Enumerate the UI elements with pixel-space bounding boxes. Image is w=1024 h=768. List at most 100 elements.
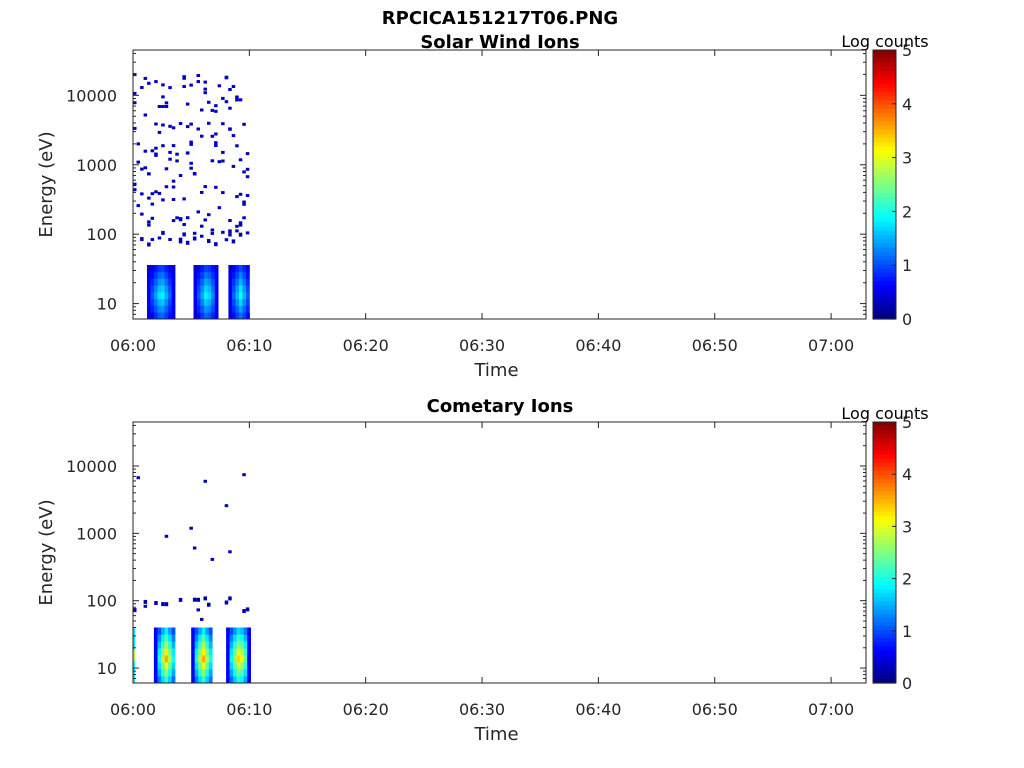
burst-cell xyxy=(239,265,243,273)
colorbar-segment xyxy=(873,209,896,215)
burst-cell xyxy=(204,292,208,300)
burst-cell xyxy=(204,265,208,273)
burst-cell xyxy=(240,669,244,677)
burst-cell xyxy=(231,278,236,286)
burst-cell xyxy=(211,265,215,273)
burst-cell xyxy=(200,271,205,279)
background-cell xyxy=(175,159,179,163)
background-cell xyxy=(217,84,222,88)
burst-cell xyxy=(211,298,215,306)
burst-cell xyxy=(242,271,247,279)
burst-cell xyxy=(171,655,176,663)
background-cell xyxy=(192,231,197,235)
burst-cell xyxy=(236,648,241,656)
colorbar-label: Log counts xyxy=(841,404,928,423)
burst-cell xyxy=(161,669,165,677)
burst-cell xyxy=(194,634,199,642)
background-cell xyxy=(221,191,225,195)
burst-cell xyxy=(247,627,251,635)
burst-cell xyxy=(235,292,240,300)
colorbar-segment xyxy=(873,462,896,468)
colorbar-segment xyxy=(873,251,896,257)
burst-cell xyxy=(164,634,169,642)
colorbar-tick-label: 4 xyxy=(902,465,912,484)
colorbar-segment xyxy=(873,629,896,635)
background-cell xyxy=(242,609,246,613)
burst-cell xyxy=(161,265,165,273)
burst-cell xyxy=(168,312,172,320)
colorbar-label: Log counts xyxy=(841,32,928,51)
background-cell xyxy=(245,194,250,197)
burst-cell xyxy=(168,271,172,279)
background-cell xyxy=(171,219,176,223)
colorbar-segment xyxy=(873,491,896,497)
burst-cell xyxy=(164,312,169,320)
background-cell xyxy=(238,98,243,102)
background-cell xyxy=(171,179,176,183)
burst-cell xyxy=(247,669,251,677)
background-cell xyxy=(133,126,137,130)
colorbar-segment xyxy=(873,605,896,611)
burst-cell xyxy=(204,305,208,313)
colorbar-segment xyxy=(873,532,896,537)
colorbar-segment xyxy=(873,507,896,513)
background-cell xyxy=(161,602,165,607)
background-cell xyxy=(189,140,193,144)
burst-cell xyxy=(205,648,210,656)
background-cell xyxy=(228,88,232,91)
x-tick-label: 06:20 xyxy=(343,700,389,719)
background-cell xyxy=(147,223,151,227)
x-axis-label: Time xyxy=(473,360,518,381)
burst-cell xyxy=(242,278,247,286)
burst-cell xyxy=(157,278,162,286)
burst-cell xyxy=(171,265,176,273)
burst-cell xyxy=(246,285,250,293)
burst-cell xyxy=(168,265,172,273)
colorbar-segment xyxy=(873,576,896,582)
burst-cell xyxy=(236,634,241,642)
burst-cell xyxy=(154,278,158,286)
colorbar-segment xyxy=(873,243,896,249)
burst-cell xyxy=(200,312,205,320)
burst-cell xyxy=(235,312,240,320)
burst-cell xyxy=(246,305,250,313)
background-cell xyxy=(143,149,148,153)
y-tick-label: 10 xyxy=(97,659,117,678)
colorbar-segment xyxy=(873,272,896,278)
y-axis-label: Energy (eV) xyxy=(36,131,57,237)
colorbar-segment xyxy=(873,100,896,106)
background-cell xyxy=(182,76,186,80)
background-cell xyxy=(245,175,250,179)
colorbar-segment xyxy=(873,572,896,578)
burst-cell xyxy=(229,655,234,663)
colorbar-segment xyxy=(873,475,896,480)
burst-cell xyxy=(194,662,199,670)
burst-cell xyxy=(229,676,234,684)
background-cell xyxy=(196,80,200,84)
background-cell xyxy=(221,159,225,163)
burst-cell xyxy=(193,292,198,300)
burst-cell xyxy=(246,278,250,286)
colorbar-segment xyxy=(873,285,896,291)
colorbar-segment xyxy=(873,222,896,228)
burst-cell xyxy=(133,660,135,672)
background-cell xyxy=(147,196,151,200)
colorbar-segment xyxy=(873,163,896,169)
background-cell xyxy=(242,216,246,220)
background-cell xyxy=(210,134,215,138)
burst-cell xyxy=(231,285,236,293)
colorbar-segment xyxy=(873,92,896,97)
colorbar-segment xyxy=(873,234,896,240)
background-cell xyxy=(189,166,193,170)
burst-cell xyxy=(235,298,240,306)
colorbar-segment xyxy=(873,519,896,525)
colorbar-tick-label: 0 xyxy=(902,310,912,329)
y-tick-label: 100 xyxy=(86,592,117,611)
colorbar-segment xyxy=(873,458,896,464)
background-cell xyxy=(203,91,207,95)
background-cell xyxy=(161,105,165,108)
burst-cell xyxy=(171,312,176,320)
burst-cell xyxy=(168,655,172,663)
burst-cell xyxy=(171,298,176,306)
x-tick-label: 06:00 xyxy=(110,336,156,355)
